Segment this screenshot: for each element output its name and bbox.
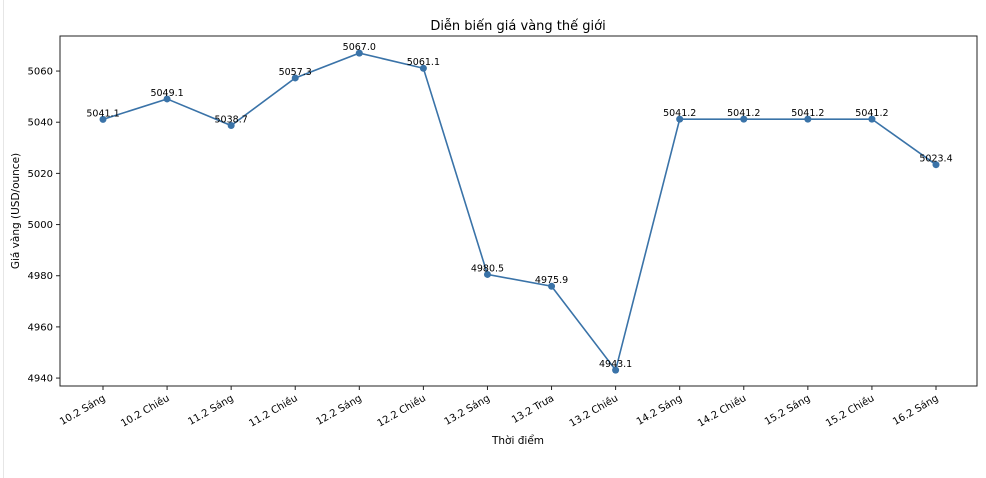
data-label: 5023.4: [919, 154, 952, 165]
data-label: 5049.1: [150, 88, 183, 99]
data-label: 5041.2: [855, 108, 888, 119]
data-point: [99, 115, 107, 123]
y-tick-label: 5020: [28, 169, 53, 180]
x-axis-label: Thời điểm: [491, 434, 544, 447]
data-label: 5061.1: [407, 57, 440, 68]
data-label: 5041.2: [727, 108, 760, 119]
y-tick-label: 5000: [28, 220, 53, 231]
x-tick-label: 10.2 Chiều: [119, 392, 172, 429]
x-tick-label: 14.2 Chiều: [695, 392, 748, 429]
data-point: [740, 115, 748, 123]
data-point: [548, 282, 556, 290]
chart-title: Diễn biến giá vàng thế giới: [430, 19, 605, 34]
y-tick-label: 5060: [28, 67, 53, 78]
data-point: [804, 115, 812, 123]
y-tick-label: 4940: [28, 374, 53, 385]
data-point: [612, 366, 620, 374]
data-point: [483, 270, 491, 278]
x-tick-label: 16.2 Sáng: [891, 392, 941, 428]
x-tick-label: 14.2 Sáng: [634, 392, 684, 428]
data-label: 5038.7: [215, 115, 248, 126]
data-point: [676, 115, 684, 123]
x-tick-label: 15.2 Chiều: [824, 392, 877, 429]
y-tick-label: 4980: [28, 271, 53, 282]
data-point: [868, 115, 876, 123]
data-label: 4943.1: [599, 359, 632, 370]
y-tick-label: 5040: [28, 118, 53, 129]
data-label: 5041.2: [663, 108, 696, 119]
data-point: [932, 161, 940, 169]
data-label: 5041.1: [86, 108, 119, 119]
data-point: [355, 49, 363, 57]
figure-frame: [3, 0, 986, 478]
x-tick-label: 15.2 Sáng: [763, 392, 813, 428]
data-label: 5067.0: [343, 42, 376, 53]
y-tick-label: 4960: [28, 322, 53, 333]
data-label: 5057.3: [279, 67, 312, 78]
x-tick-label: 10.2 Sáng: [58, 392, 108, 428]
data-label: 5041.2: [791, 108, 824, 119]
data-label: 4975.9: [535, 275, 568, 286]
x-tick-label: 13.2 Sáng: [442, 392, 492, 428]
data-label: 4980.5: [471, 263, 504, 274]
x-tick-label: 13.2 Chiều: [567, 392, 620, 429]
data-point: [227, 122, 235, 130]
x-tick-label: 12.2 Chiều: [375, 392, 428, 429]
x-tick-label: 11.2 Sáng: [186, 392, 236, 428]
x-tick-label: 13.2 Trưa: [510, 393, 556, 426]
x-tick-label: 11.2 Chiều: [247, 392, 300, 429]
plot-area: [59, 35, 978, 387]
data-point: [163, 95, 171, 103]
series-line: [102, 52, 937, 372]
data-point: [291, 74, 299, 82]
y-axis-label: Giá vàng (USD/ounce): [10, 153, 22, 269]
x-tick-label: 12.2 Sáng: [314, 392, 364, 428]
data-point: [419, 64, 427, 72]
